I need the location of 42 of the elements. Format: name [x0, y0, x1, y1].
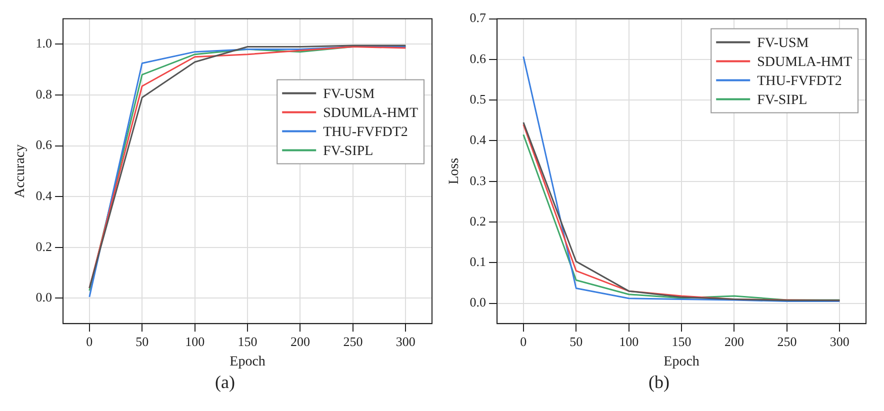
x-axis-title: Epoch	[664, 354, 700, 370]
legend-label: FV-USM	[323, 86, 376, 102]
legend-label: FV-USM	[757, 36, 810, 51]
y-tick-label: 0.2	[36, 238, 52, 254]
x-tick-label: 50	[570, 334, 583, 349]
x-tick-label: 150	[672, 334, 692, 349]
x-tick-label: 100	[185, 334, 205, 349]
y-tick-label: 0.0	[36, 290, 52, 305]
x-tick-label: 200	[724, 334, 744, 349]
x-tick-label: 250	[777, 334, 797, 349]
legend-label: THU-FVFDT2	[323, 124, 408, 140]
y-tick-label: 1.0	[36, 36, 52, 51]
legend-label: SDUMLA-HMT	[757, 54, 852, 70]
y-tick-label: 0.0	[470, 294, 486, 310]
text: (a)	[215, 372, 235, 393]
x-axis-title: Epoch	[230, 354, 266, 370]
x-tick-label: 300	[830, 334, 850, 349]
y-tick-label: 0.4	[36, 188, 53, 204]
legend-label: SDUMLA-HMT	[323, 106, 418, 121]
y-axis-title: Accuracy	[13, 144, 28, 198]
legend-label: THU-FVFDT2	[757, 74, 842, 89]
y-tick-label: 0.1	[470, 254, 486, 270]
y-tick-label: 0.6	[470, 50, 487, 66]
y-tick-label: 0.2	[470, 213, 486, 228]
y-tick-label: 0.4	[470, 132, 487, 148]
y-tick-label: 0.8	[36, 86, 52, 102]
x-tick-label: 0	[86, 334, 93, 349]
y-tick-label: 0.7	[470, 10, 487, 26]
legend-label: FV-SIPL	[323, 144, 374, 159]
y-tick-label: 0.5	[470, 92, 486, 106]
legend-label: FV-SIPL	[757, 92, 808, 108]
text: (b)	[648, 372, 670, 393]
x-tick-label: 100	[619, 334, 639, 349]
x-tick-label: 250	[343, 334, 363, 349]
y-tick-label: 0.6	[36, 137, 53, 152]
x-tick-label: 150	[238, 334, 258, 349]
x-tick-label: 300	[396, 334, 416, 349]
x-tick-label: 0	[520, 334, 527, 349]
x-tick-label: 50	[136, 334, 149, 349]
x-tick-label: 200	[290, 334, 310, 349]
y-axis-title: Loss	[447, 158, 462, 184]
y-tick-label: 0.3	[470, 172, 486, 188]
